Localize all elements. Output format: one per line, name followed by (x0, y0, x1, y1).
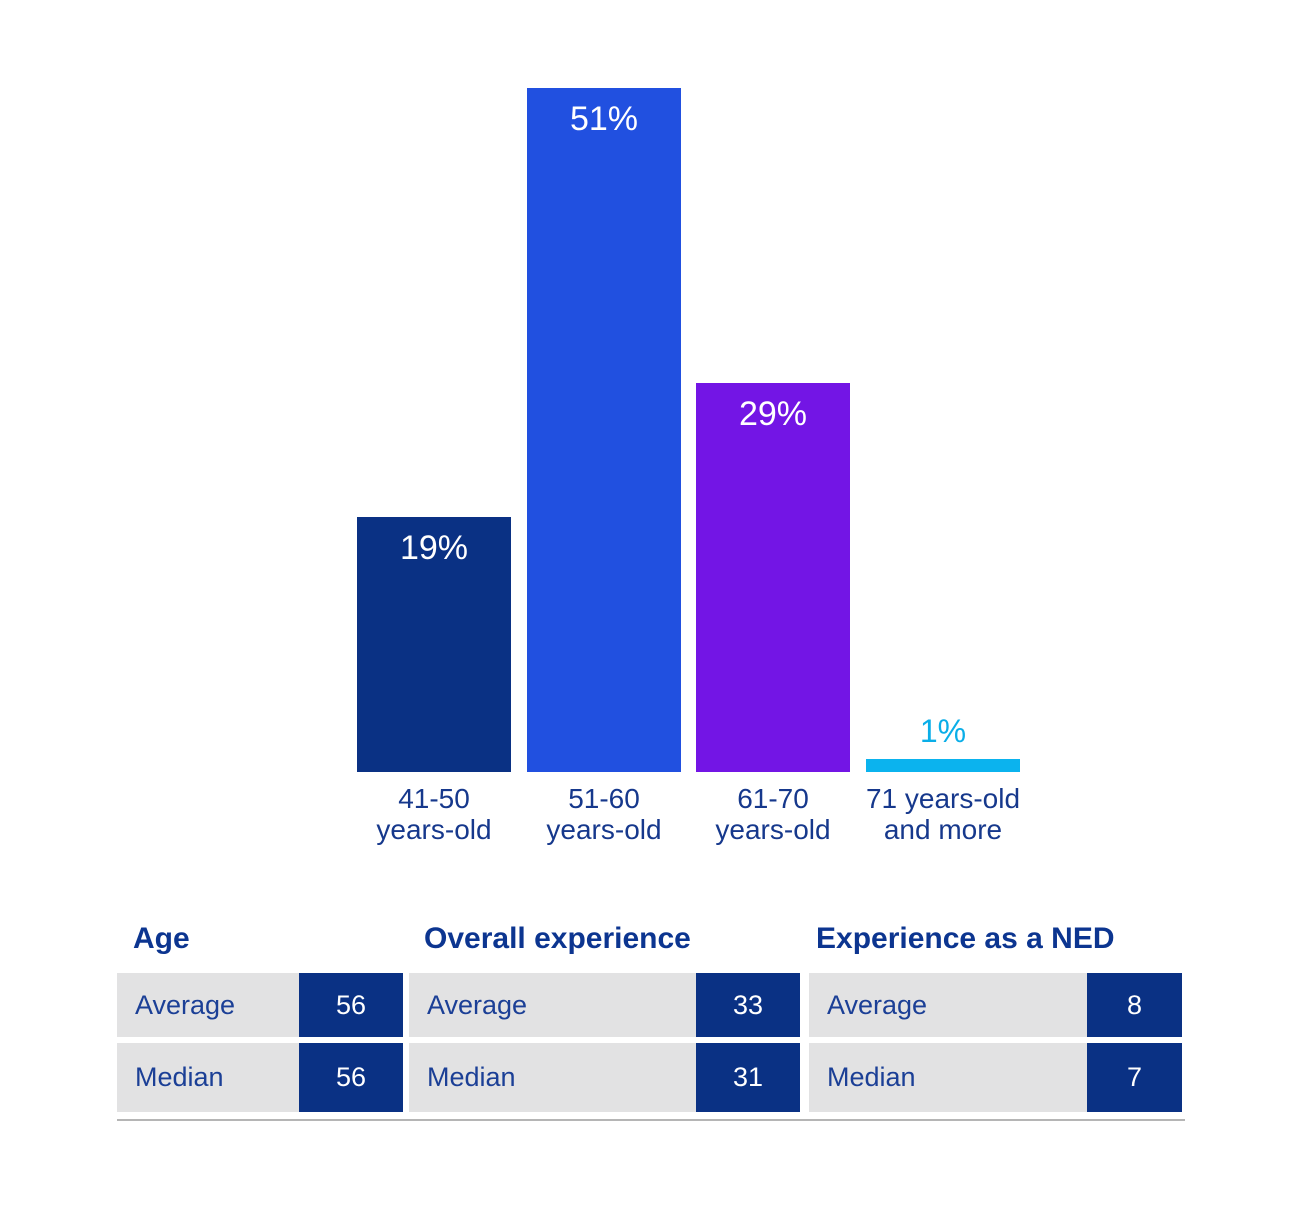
age-distribution-bar-chart: 19% 51% 29% 1% 41-50 years-old 51-60 yea… (357, 88, 1020, 845)
table-header-experience-as-ned: Experience as a NED (816, 922, 1115, 955)
bar-value-label-61-70: 29% (738, 395, 808, 433)
bar-71-years-old-and-more: 1% (866, 713, 1020, 772)
ned-experience-average-value: 8 (1087, 973, 1182, 1037)
bar-value-label-41-50: 19% (399, 529, 469, 567)
x-axis-label-51-60: 51-60 years-old (504, 783, 704, 845)
bar-51-60-years-old: 51% (527, 88, 681, 772)
overall-experience-average-value: 33 (696, 973, 800, 1037)
x-label-line2: years-old (376, 814, 492, 845)
age-median-value: 56 (299, 1043, 403, 1112)
table-header-age: Age (133, 922, 190, 955)
bar-41-50-years-old: 19% (357, 517, 511, 772)
x-label-line1: 51-60 (568, 783, 640, 814)
x-label-line1: 71 years-old (865, 783, 1021, 814)
table-bottom-rule (117, 1119, 1185, 1121)
bar-value-label-71-plus: 1% (919, 713, 967, 749)
x-axis-label-61-70: 61-70 years-old (673, 783, 873, 845)
x-label-line2: years-old (546, 814, 662, 845)
table-header-overall-experience: Overall experience (424, 922, 691, 955)
x-axis-label-71-plus: 71 years-old and more (843, 783, 1043, 845)
x-label-line2: and more (883, 814, 1003, 845)
x-label-line1: 61-70 (737, 783, 809, 814)
ned-experience-average-label: Average (809, 973, 1087, 1037)
overall-experience-median-label: Median (409, 1043, 696, 1112)
age-average-value: 56 (299, 973, 403, 1037)
ned-experience-median-value: 7 (1087, 1043, 1182, 1112)
overall-experience-average-label: Average (409, 973, 696, 1037)
age-median-label: Median (117, 1043, 299, 1112)
x-axis-label-41-50: 41-50 years-old (334, 783, 534, 845)
overall-experience-median-value: 31 (696, 1043, 800, 1112)
age-average-label: Average (117, 973, 299, 1037)
x-label-line1: 41-50 (398, 783, 470, 814)
bar-61-70-years-old: 29% (696, 383, 850, 772)
bar-value-label-51-60: 51% (569, 100, 639, 138)
x-label-line2: years-old (715, 814, 831, 845)
ned-experience-median-label: Median (809, 1043, 1087, 1112)
